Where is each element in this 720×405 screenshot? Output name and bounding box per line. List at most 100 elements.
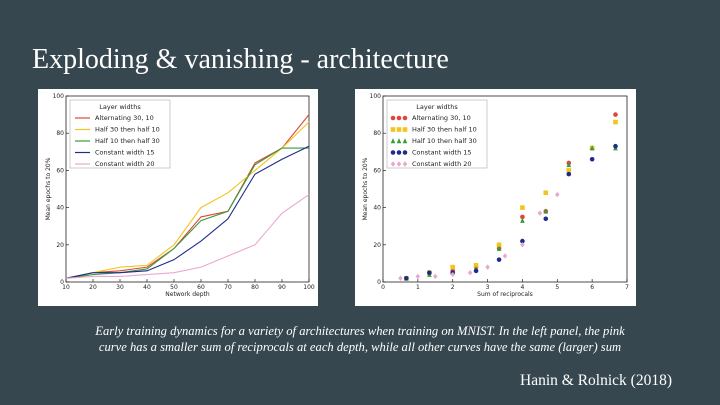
y-tick-label: 40	[373, 205, 381, 212]
data-point	[543, 208, 549, 214]
x-tick-label: 5	[555, 284, 559, 291]
legend-marker	[390, 150, 396, 155]
data-point	[432, 273, 438, 280]
data-point	[520, 205, 525, 210]
x-tick-label: 7	[625, 284, 629, 291]
series-2	[65, 121, 310, 279]
y-tick-label: 40	[56, 205, 64, 212]
legend-box	[386, 99, 488, 169]
data-point	[520, 214, 525, 220]
x-tick-label: 10	[62, 284, 70, 291]
legend-label: Half 10 then half 30	[95, 137, 160, 145]
legend-marker	[396, 115, 402, 121]
legend-label: Half 10 then half 30	[412, 137, 477, 145]
series-3	[65, 147, 309, 279]
data-point	[543, 190, 549, 196]
x-tick-label: 50	[170, 284, 178, 291]
legend-marker	[402, 150, 408, 155]
data-point	[520, 238, 525, 244]
legend-label: Half 30 then half 10	[412, 126, 477, 134]
series-line	[65, 145, 310, 279]
y-tick-label: 80	[373, 130, 381, 137]
legend-label: Constant width 15	[412, 149, 472, 157]
legend-marker	[396, 127, 402, 132]
x-tick-label: 80	[251, 284, 259, 291]
series-1	[65, 114, 310, 279]
legend-label: Alternating 30, 10	[95, 114, 154, 122]
data-point	[589, 156, 595, 162]
data-point	[404, 275, 409, 281]
x-tick-label: 20	[89, 284, 97, 291]
legend-marker	[402, 138, 408, 144]
y-tick-label: 20	[56, 242, 64, 249]
data-point	[467, 270, 473, 276]
scatter-chart: 0 1 2 3 4 5 6 7 0 20 40 60 80 100 Sum of reciprocals Me…	[362, 93, 629, 298]
series-5	[65, 194, 310, 279]
x-tick-label: 3	[486, 284, 490, 291]
legend-marker	[402, 127, 408, 132]
data-point	[554, 191, 560, 198]
y-tick-label: 80	[56, 130, 64, 137]
data-point	[496, 245, 502, 251]
x-axis-label: Sum of reciprocals	[477, 291, 533, 298]
data-point	[520, 242, 525, 248]
legend-marker	[390, 127, 396, 132]
data-point	[502, 253, 508, 259]
data-point	[496, 257, 502, 262]
data-point	[613, 119, 618, 125]
data-point	[473, 268, 479, 274]
data-point	[427, 270, 432, 275]
x-tick-label: 2	[451, 284, 455, 291]
series-line	[65, 194, 310, 279]
y-tick-label: 100	[370, 93, 382, 100]
data-point	[613, 112, 618, 117]
legend-title: Layer widths	[416, 103, 458, 111]
data-point	[537, 210, 543, 216]
citation: Hanin & Rolnick (2018)	[520, 372, 672, 389]
legend-marker	[390, 138, 396, 144]
legend-marker	[396, 138, 402, 144]
legend-box	[69, 99, 171, 169]
left-chart-panel: 10 20 30 40 50 60 70 80 90 100 0 20 40 60 80 100 Network…	[38, 89, 318, 306]
line-chart: 10 20 30 40 50 60 70 80 90 100 0 20 40 60 80 100 Network…	[45, 93, 315, 298]
legend-label: Half 30 then half 10	[95, 126, 160, 134]
data-point	[543, 216, 549, 222]
legend-label: Constant width 20	[412, 160, 472, 168]
legend-marker	[396, 150, 402, 155]
series-4	[404, 143, 618, 281]
x-tick-label: 70	[224, 284, 232, 291]
y-axis-label: Mean epochs to 20%	[362, 157, 369, 220]
legend: Layer widths Alternating 30, 10 Half 30 th…	[69, 99, 171, 169]
caption-line-2: curve has a smaller sum of reciprocals a…	[98, 340, 622, 354]
legend-label: Alternating 30, 10	[412, 114, 471, 122]
x-tick-label: 1	[416, 284, 420, 291]
data-point	[415, 273, 421, 280]
data-point	[566, 171, 572, 177]
x-tick-label: 90	[278, 284, 286, 291]
data-point	[450, 264, 456, 270]
slide-title: Exploding & vanishing - architecture	[32, 44, 449, 75]
data-point	[613, 143, 618, 149]
caption-line-1: Early training dynamics for a variety of…	[95, 324, 625, 338]
data-point	[520, 217, 525, 223]
data-point	[485, 264, 490, 270]
legend-title: Layer widths	[99, 103, 141, 111]
series-line	[65, 121, 310, 279]
plot-frame	[382, 95, 628, 283]
x-tick-label: 100	[303, 284, 315, 291]
figure-caption: Early training dynamics for a variety of…	[30, 323, 690, 355]
legend: Layer widths Alternating 30, 10 Half 30 th…	[386, 99, 488, 169]
x-tick-label: 40	[143, 284, 151, 291]
y-tick-label: 60	[56, 167, 64, 174]
series-line	[65, 114, 310, 279]
series-4	[65, 145, 310, 279]
y-tick-label: 0	[60, 279, 64, 286]
data-point	[473, 262, 479, 268]
data-point	[566, 161, 572, 168]
x-tick-label: 4	[521, 284, 525, 291]
x-tick-label: 6	[590, 284, 594, 291]
legend-label: Constant width 20	[95, 160, 155, 168]
data-point	[589, 145, 595, 151]
x-tick-label: 60	[197, 284, 205, 291]
y-tick-label: 60	[373, 167, 381, 174]
